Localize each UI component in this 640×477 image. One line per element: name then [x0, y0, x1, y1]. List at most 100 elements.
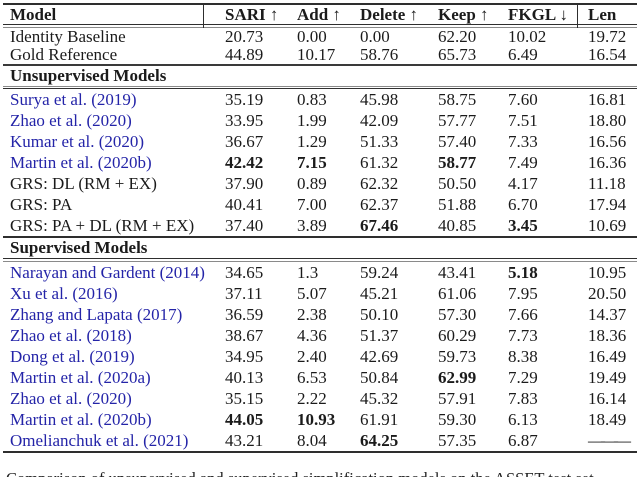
metric-value: 7.00 — [297, 194, 327, 214]
metric-value: 57.30 — [438, 305, 477, 325]
metric-value: 10.69 — [588, 215, 627, 235]
metric-value: 8.04 — [297, 431, 327, 451]
metric-value: 59.30 — [438, 410, 477, 430]
metric-value: 10.02 — [508, 27, 547, 47]
header-double-rule — [3, 23, 637, 29]
metric-value: 65.73 — [438, 45, 477, 65]
metric-value: 62.99 — [438, 368, 477, 388]
metric-value: 59.24 — [360, 263, 399, 283]
col-header-add: Add ↑ — [297, 4, 341, 24]
col-header-model: Model — [10, 4, 57, 24]
table-row: Martin et al. (2020b) 42.42 7.15 61.32 5… — [0, 152, 640, 173]
model-citation-link[interactable]: Martin et al. (2020b) — [10, 410, 152, 430]
section-divider-rule — [3, 85, 637, 89]
metric-value: 16.56 — [588, 131, 627, 151]
model-name: Gold Reference — [10, 45, 118, 65]
model-citation-link[interactable]: Kumar et al. (2020) — [10, 131, 145, 151]
metric-value: 8.38 — [508, 347, 538, 367]
model-citation-link[interactable]: Surya et al. (2019) — [10, 89, 137, 109]
table-row: Martin et al. (2020b) 44.05 10.93 61.91 … — [0, 409, 640, 430]
metric-value: 62.32 — [360, 173, 399, 193]
table-row: Zhao et al. (2020) 33.95 1.99 42.09 57.7… — [0, 110, 640, 131]
metric-value: 1.29 — [297, 131, 327, 151]
metric-value: 19.49 — [588, 368, 627, 388]
table-row: Surya et al. (2019) 35.19 0.83 45.98 58.… — [0, 89, 640, 110]
metric-value: 0.00 — [360, 27, 390, 47]
metric-value: 6.70 — [508, 194, 538, 214]
table-row: Dong et al. (2019) 34.95 2.40 42.69 59.7… — [0, 346, 640, 367]
metric-value: 3.45 — [508, 215, 538, 235]
metric-value: 34.65 — [225, 263, 264, 283]
metric-value: 4.17 — [508, 173, 538, 193]
metric-value: 37.11 — [225, 284, 263, 304]
table-row: Xu et al. (2016) 37.11 5.07 45.21 61.06 … — [0, 283, 640, 304]
table-row: Kumar et al. (2020) 36.67 1.29 51.33 57.… — [0, 131, 640, 152]
model-citation-link[interactable]: Martin et al. (2020b) — [10, 152, 152, 172]
metric-value: 11.18 — [588, 173, 626, 193]
metric-value: 1.99 — [297, 110, 327, 130]
metric-value: 50.50 — [438, 173, 477, 193]
metric-value: 38.67 — [225, 326, 264, 346]
section-divider-rule — [3, 235, 637, 238]
metric-value: 20.73 — [225, 27, 264, 47]
metric-value: 57.91 — [438, 389, 477, 409]
metric-value: 18.49 — [588, 410, 627, 430]
metric-value: 7.49 — [508, 152, 538, 172]
metric-value: 16.14 — [588, 389, 627, 409]
model-citation-link[interactable]: Narayan and Gardent (2014) — [10, 263, 205, 283]
model-citation-link[interactable]: Xu et al. (2016) — [10, 284, 118, 304]
metric-value: 2.38 — [297, 305, 327, 325]
header-column-divider — [203, 3, 205, 28]
metric-value: 6.87 — [508, 431, 538, 451]
metric-value: 43.21 — [225, 431, 264, 451]
model-citation-link[interactable]: Zhao et al. (2018) — [10, 326, 132, 346]
section-header-row: Supervised Models — [0, 238, 640, 258]
metric-value: 6.49 — [508, 45, 538, 65]
metric-value: 50.84 — [360, 368, 399, 388]
model-name: GRS: PA — [10, 194, 73, 214]
section-header-row: Unsupervised Models — [0, 66, 640, 86]
metric-value: 0.83 — [297, 89, 327, 109]
metric-value: 7.51 — [508, 110, 538, 130]
metric-value: 5.07 — [297, 284, 327, 304]
metric-value: 16.49 — [588, 347, 627, 367]
metric-value: 2.40 — [297, 347, 327, 367]
metric-value: 17.94 — [588, 194, 627, 214]
metric-value: 40.85 — [438, 215, 477, 235]
metric-value: 7.83 — [508, 389, 538, 409]
metric-value: 37.40 — [225, 215, 264, 235]
model-citation-link[interactable]: Zhang and Lapata (2017) — [10, 305, 183, 325]
metric-value: 0.89 — [297, 173, 327, 193]
section-title: Unsupervised Models — [10, 65, 167, 85]
header-column-divider — [577, 3, 579, 28]
metric-value: 58.77 — [438, 152, 477, 172]
metric-value: 44.05 — [225, 410, 264, 430]
metric-value: 18.80 — [588, 110, 627, 130]
metric-value: 7.60 — [508, 89, 538, 109]
model-citation-link[interactable]: Zhao et al. (2020) — [10, 110, 132, 130]
metric-value: 51.37 — [360, 326, 399, 346]
model-citation-link[interactable]: Martin et al. (2020a) — [10, 368, 151, 388]
model-citation-link[interactable]: Zhao et al. (2020) — [10, 389, 132, 409]
metric-value: 62.37 — [360, 194, 399, 214]
model-citation-link[interactable]: Dong et al. (2019) — [10, 347, 135, 367]
metric-value: 57.77 — [438, 110, 477, 130]
metric-value: 51.33 — [360, 131, 399, 151]
table-row: Omelianchuk et al. (2021) 43.21 8.04 64.… — [0, 430, 640, 451]
model-name: GRS: PA + DL (RM + EX) — [10, 215, 195, 235]
metric-value: 2.22 — [297, 389, 327, 409]
table-bottom-rule — [3, 451, 637, 454]
metric-value: 42.69 — [360, 347, 399, 367]
metric-value: 58.76 — [360, 45, 399, 65]
metric-value: 34.95 — [225, 347, 264, 367]
metric-value: 59.73 — [438, 347, 477, 367]
metric-value: 7.29 — [508, 368, 538, 388]
model-citation-link[interactable]: Omelianchuk et al. (2021) — [10, 431, 189, 451]
table-row: Zhang and Lapata (2017) 36.59 2.38 50.10… — [0, 304, 640, 325]
metric-value: 7.15 — [297, 152, 327, 172]
metric-value: 7.73 — [508, 326, 538, 346]
metric-value: 50.10 — [360, 305, 399, 325]
metric-value: 6.53 — [297, 368, 327, 388]
metric-value: 19.72 — [588, 27, 627, 47]
metric-value: 16.36 — [588, 152, 627, 172]
